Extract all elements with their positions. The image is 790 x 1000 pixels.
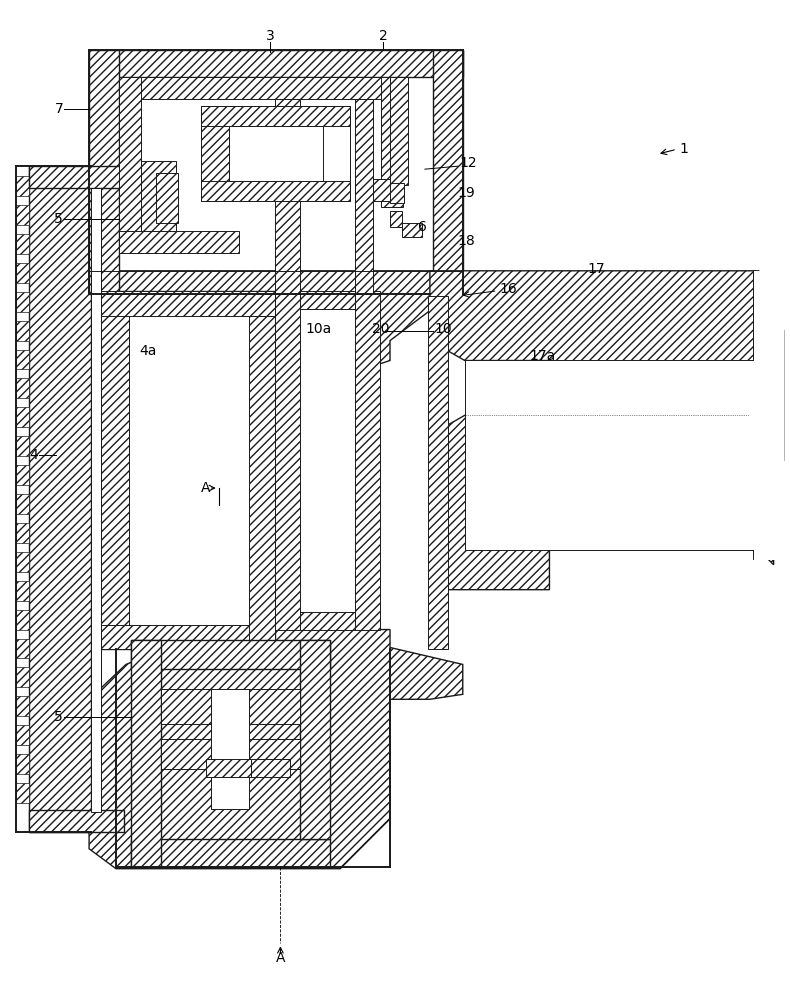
Bar	[249, 316, 276, 649]
Bar	[17, 494, 29, 514]
Bar	[211, 689, 249, 809]
Bar	[17, 465, 29, 485]
Text: A: A	[276, 951, 285, 965]
Bar	[131, 640, 161, 867]
Bar	[249, 739, 300, 769]
Bar	[201, 106, 350, 201]
Bar	[356, 99, 373, 294]
Text: 16: 16	[499, 282, 517, 296]
Bar	[101, 291, 276, 649]
Text: 3: 3	[266, 29, 275, 43]
Bar	[201, 181, 350, 201]
Bar	[17, 263, 29, 283]
Text: 5: 5	[55, 212, 63, 226]
Bar	[119, 77, 403, 99]
Bar	[156, 173, 178, 223]
Bar	[17, 754, 29, 774]
Text: 17a: 17a	[529, 349, 556, 363]
Bar	[300, 309, 356, 630]
Bar	[119, 77, 141, 252]
Bar	[17, 234, 29, 254]
Bar	[356, 291, 380, 630]
Bar	[201, 106, 228, 201]
Bar	[161, 739, 211, 769]
Polygon shape	[89, 271, 463, 869]
Bar	[131, 640, 330, 669]
Text: 12: 12	[460, 156, 477, 170]
Bar	[249, 689, 300, 724]
Bar	[205, 759, 250, 777]
Bar	[201, 106, 350, 126]
Bar	[29, 810, 124, 832]
Text: 17: 17	[587, 262, 605, 276]
Bar	[17, 610, 29, 630]
Bar	[91, 188, 101, 812]
Text: 10a: 10a	[305, 322, 332, 336]
Bar	[381, 77, 403, 207]
Bar	[17, 696, 29, 716]
Polygon shape	[430, 271, 773, 400]
Bar	[465, 360, 754, 550]
Bar	[428, 296, 448, 649]
Bar	[390, 183, 404, 203]
Bar	[356, 179, 403, 201]
Bar	[276, 291, 300, 630]
Text: 4: 4	[29, 448, 38, 462]
Text: 20: 20	[372, 322, 389, 336]
Text: 7: 7	[55, 102, 63, 116]
Text: A: A	[201, 481, 211, 495]
Bar	[89, 50, 119, 294]
Bar	[17, 205, 29, 225]
Bar	[402, 223, 422, 237]
Text: 1: 1	[679, 142, 688, 156]
Bar	[276, 99, 300, 294]
Bar	[17, 667, 29, 687]
Bar	[131, 839, 330, 867]
Bar	[101, 291, 276, 316]
Bar	[17, 725, 29, 745]
Bar	[101, 291, 129, 649]
Polygon shape	[754, 271, 784, 560]
Bar	[17, 176, 29, 196]
Text: 19: 19	[457, 186, 476, 200]
Bar	[17, 378, 29, 398]
Bar	[17, 639, 29, 658]
Bar	[89, 50, 463, 77]
Bar	[754, 271, 784, 560]
Bar	[119, 231, 239, 253]
Bar	[17, 407, 29, 427]
Bar	[390, 77, 408, 185]
Bar	[390, 211, 402, 227]
Bar	[300, 612, 356, 630]
Bar	[17, 783, 29, 803]
Bar	[17, 436, 29, 456]
Bar	[101, 625, 276, 649]
Bar	[300, 640, 330, 839]
Text: 4a: 4a	[139, 344, 156, 358]
Bar	[17, 321, 29, 341]
Bar	[17, 350, 29, 369]
Bar	[161, 689, 211, 724]
Text: 2: 2	[378, 29, 387, 43]
Bar	[433, 50, 463, 294]
Bar	[17, 523, 29, 543]
Bar	[141, 161, 175, 231]
Bar	[17, 292, 29, 312]
Text: 18: 18	[457, 234, 476, 248]
Bar	[17, 581, 29, 601]
Text: 6: 6	[418, 220, 427, 234]
Bar	[228, 126, 323, 181]
Bar	[101, 291, 330, 630]
Bar	[17, 552, 29, 572]
Bar	[250, 759, 291, 777]
Bar	[29, 166, 124, 188]
Text: 10: 10	[435, 322, 453, 336]
Bar	[300, 291, 356, 309]
Polygon shape	[430, 415, 773, 590]
Bar	[29, 166, 91, 832]
Text: 5: 5	[55, 710, 63, 724]
